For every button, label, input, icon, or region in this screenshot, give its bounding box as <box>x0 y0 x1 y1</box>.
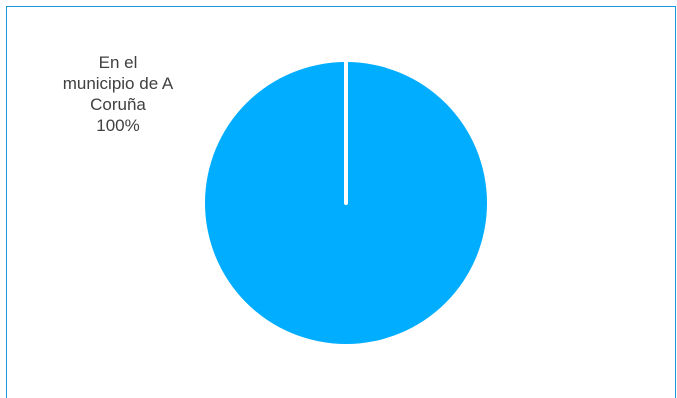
slice-label-line-2: municipio de A <box>62 74 174 93</box>
slice-label: En el municipio de A Coruña 100% <box>28 52 208 136</box>
slice-label-line-3: Coruña <box>90 95 146 114</box>
chart-frame <box>6 6 676 398</box>
slice-percent-label: 100% <box>96 116 140 135</box>
slice-label-line-1: En el <box>98 53 138 72</box>
